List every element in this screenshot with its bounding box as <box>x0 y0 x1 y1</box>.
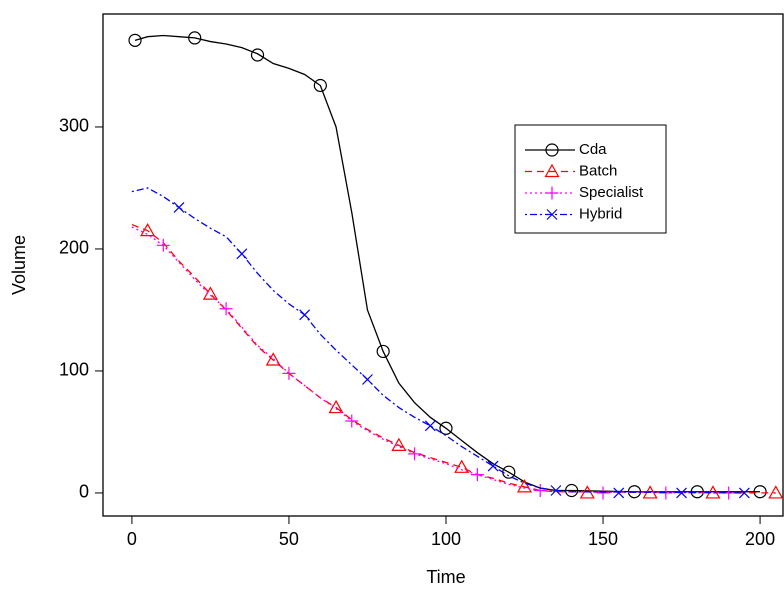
y-axis-label: Volume <box>9 235 29 295</box>
marker <box>487 460 499 472</box>
legend-label: Specialist <box>579 184 644 201</box>
marker <box>313 78 327 93</box>
marker <box>128 33 142 47</box>
legend-marker <box>546 209 558 220</box>
marker <box>676 487 687 499</box>
marker <box>424 420 436 432</box>
marker <box>250 48 265 62</box>
x-tick-label: 0 <box>127 529 137 549</box>
marker <box>140 222 156 237</box>
marker <box>470 468 484 482</box>
marker <box>565 483 579 498</box>
series-line <box>131 226 729 494</box>
marker <box>376 344 390 359</box>
series-line <box>134 34 761 493</box>
marker <box>345 414 359 428</box>
marker <box>219 302 233 316</box>
marker <box>753 485 767 499</box>
marker <box>282 366 296 380</box>
marker <box>391 437 407 451</box>
marker <box>596 486 610 500</box>
marker <box>156 238 170 252</box>
legend-label: Hybrid <box>579 205 622 222</box>
x-tick-label: 200 <box>745 529 775 549</box>
marker <box>613 487 625 499</box>
marker <box>454 459 470 473</box>
legend-marker <box>545 186 559 200</box>
series-line <box>131 223 776 494</box>
marker <box>408 447 422 461</box>
marker <box>202 286 218 300</box>
marker <box>299 309 311 321</box>
legend-marker <box>544 163 560 178</box>
marker <box>265 352 281 366</box>
marker <box>738 487 750 499</box>
marker <box>768 485 784 499</box>
marker <box>690 485 704 499</box>
series-line <box>131 187 745 494</box>
x-tick-label: 100 <box>431 529 461 549</box>
marker <box>173 202 185 213</box>
legend-label: Cda <box>579 141 607 158</box>
y-tick-label: 300 <box>59 116 89 136</box>
marker <box>516 479 533 493</box>
legend: Cda Batch Specialist Hybrid <box>514 124 667 234</box>
y-tick-label: 100 <box>59 360 89 380</box>
y-tick-label: 200 <box>59 238 89 258</box>
marker <box>439 421 453 435</box>
y-tick-label: 0 <box>79 482 89 502</box>
marker <box>362 374 373 385</box>
marker <box>533 484 547 498</box>
marker <box>550 485 562 496</box>
x-axis-label: Time <box>426 567 465 587</box>
legend-marker <box>545 143 559 157</box>
x-tick-label: 50 <box>279 529 299 549</box>
plot-frame <box>102 13 784 517</box>
x-tick-label: 150 <box>588 529 618 549</box>
marker <box>236 248 248 260</box>
legend-label: Batch <box>579 162 617 179</box>
marker <box>188 31 202 45</box>
